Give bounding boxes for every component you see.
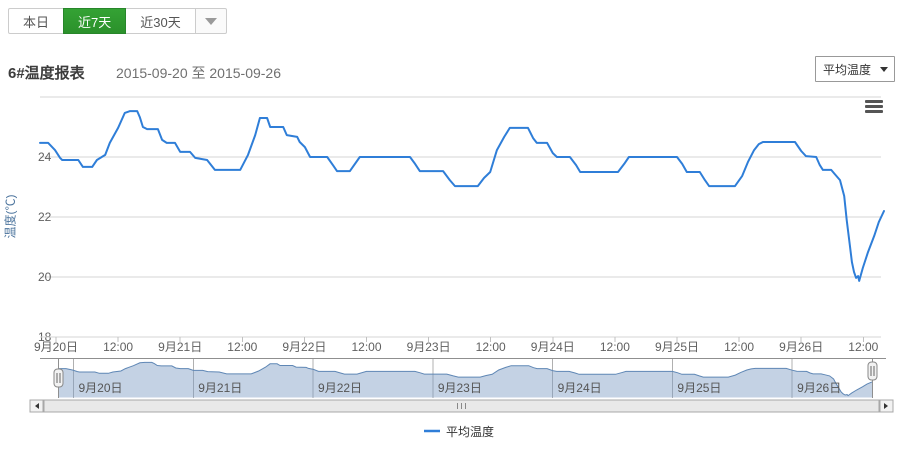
navigator-label: 9月24日 <box>558 381 602 395</box>
navigator-label: 9月23日 <box>438 381 482 395</box>
navigator-label: 9月25日 <box>677 381 721 395</box>
navigator-labels: 9月20日 9月21日 9月22日 9月23日 9月24日 9月25日 9月26日 <box>78 381 841 395</box>
x-axis-label: 12:00 <box>476 340 506 354</box>
legend-label: 平均温度 <box>446 424 494 439</box>
navigator-left-handle[interactable] <box>53 368 64 388</box>
y-axis-label: 20 <box>38 270 52 284</box>
navigator-right-handle[interactable] <box>867 361 878 381</box>
x-axis-label: 9月23日 <box>407 340 451 354</box>
series-line-average-temperature <box>39 110 885 282</box>
range-button-7days[interactable]: 近7天 <box>63 8 127 34</box>
y-axis-label: 24 <box>38 150 52 164</box>
x-axis-label: 9月26日 <box>779 340 823 354</box>
legend-item-average-temperature[interactable]: 平均温度 <box>424 424 494 439</box>
x-axis-label: 12:00 <box>848 340 878 354</box>
navigator-label: 9月20日 <box>78 381 122 395</box>
y-axis-label: 22 <box>38 210 52 224</box>
scrollbar <box>29 399 894 413</box>
scrollbar-right-button[interactable] <box>879 399 894 413</box>
range-button-today[interactable]: 本日 <box>8 8 65 34</box>
navigator-line <box>58 361 873 397</box>
x-axis-label: 12:00 <box>600 340 630 354</box>
x-axis-label: 9月22日 <box>282 340 326 354</box>
gridlines <box>40 96 881 338</box>
series-select-value: 平均温度 <box>823 62 872 77</box>
range-button-30days[interactable]: 近30天 <box>125 8 196 34</box>
arrow-left-icon <box>35 403 39 409</box>
navigator-gridlines <box>72 358 793 398</box>
caret-down-icon <box>204 17 217 25</box>
chart-menu-button[interactable] <box>865 100 883 113</box>
scrollbar-left-button[interactable] <box>29 399 44 413</box>
scrollbar-thumb-grip <box>457 403 466 409</box>
navigator-area[interactable] <box>58 362 872 398</box>
navigator: 9月20日 9月21日 9月22日 9月23日 9月24日 9月25日 9月26日 <box>40 358 886 398</box>
x-axis-label: 9月24日 <box>531 340 575 354</box>
arrow-right-icon <box>884 403 888 409</box>
series-select[interactable]: 平均温度 <box>815 56 895 82</box>
page-title: 6#温度报表 <box>8 65 85 82</box>
x-axis-labels: 9月20日 12:00 9月21日 12:00 9月22日 12:00 9月23日 12:00… <box>34 337 879 354</box>
x-axis-label: 12:00 <box>724 340 754 354</box>
x-axis-label: 12:00 <box>103 340 133 354</box>
x-axis-label: 12:00 <box>227 340 257 354</box>
navigator-label: 9月21日 <box>198 381 242 395</box>
date-range-button-group: 本日 近7天 近30天 <box>8 8 227 34</box>
x-axis-label: 12:00 <box>351 340 381 354</box>
date-range-text: 2015-09-20 至 2015-09-26 <box>116 65 282 81</box>
x-axis-label: 9月20日 <box>34 340 78 354</box>
x-axis-label: 9月25日 <box>655 340 699 354</box>
navigator-label: 9月22日 <box>318 381 362 395</box>
range-dropdown-button[interactable] <box>194 8 227 34</box>
navigator-label: 9月26日 <box>797 381 841 395</box>
x-axis-label: 9月21日 <box>158 340 202 354</box>
caret-down-icon <box>880 66 888 72</box>
